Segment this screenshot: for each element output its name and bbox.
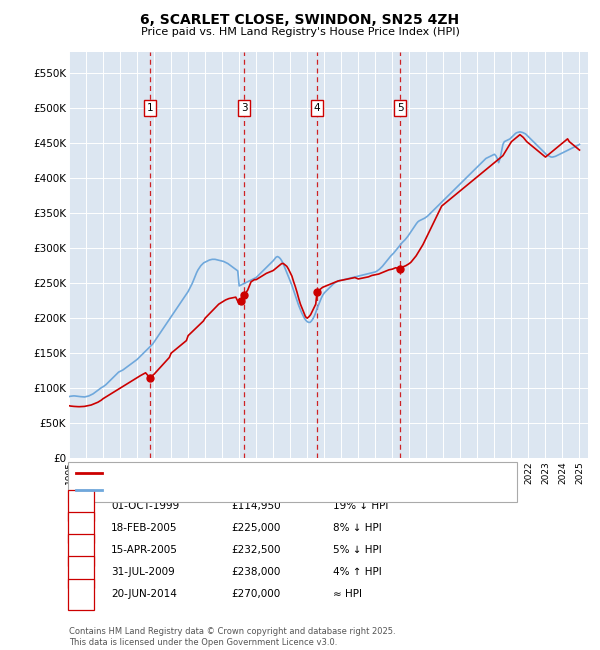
Text: 4: 4 xyxy=(77,567,85,577)
Text: 4% ↑ HPI: 4% ↑ HPI xyxy=(333,567,382,577)
Text: 5: 5 xyxy=(397,103,403,113)
Text: 1: 1 xyxy=(77,500,85,511)
Text: 3: 3 xyxy=(241,103,247,113)
Text: 1: 1 xyxy=(146,103,153,113)
Text: £225,000: £225,000 xyxy=(231,523,280,533)
Text: 4: 4 xyxy=(314,103,320,113)
Text: 6, SCARLET CLOSE, SWINDON, SN25 4ZH: 6, SCARLET CLOSE, SWINDON, SN25 4ZH xyxy=(140,13,460,27)
Text: 3: 3 xyxy=(77,545,85,555)
Text: Price paid vs. HM Land Registry's House Price Index (HPI): Price paid vs. HM Land Registry's House … xyxy=(140,27,460,37)
Text: HPI: Average price, detached house, Swindon: HPI: Average price, detached house, Swin… xyxy=(107,485,329,495)
Text: Contains HM Land Registry data © Crown copyright and database right 2025.
This d: Contains HM Land Registry data © Crown c… xyxy=(69,627,395,647)
Text: £238,000: £238,000 xyxy=(231,567,280,577)
Text: 15-APR-2005: 15-APR-2005 xyxy=(111,545,178,555)
Text: 8% ↓ HPI: 8% ↓ HPI xyxy=(333,523,382,533)
Text: 19% ↓ HPI: 19% ↓ HPI xyxy=(333,500,388,511)
Text: £114,950: £114,950 xyxy=(231,500,281,511)
Text: 6, SCARLET CLOSE, SWINDON, SN25 4ZH (detached house): 6, SCARLET CLOSE, SWINDON, SN25 4ZH (det… xyxy=(107,469,397,478)
Text: 2: 2 xyxy=(77,523,85,533)
Text: 01-OCT-1999: 01-OCT-1999 xyxy=(111,500,179,511)
Text: ≈ HPI: ≈ HPI xyxy=(333,589,362,599)
Text: £232,500: £232,500 xyxy=(231,545,281,555)
Text: 18-FEB-2005: 18-FEB-2005 xyxy=(111,523,178,533)
Text: £270,000: £270,000 xyxy=(231,589,280,599)
Text: 20-JUN-2014: 20-JUN-2014 xyxy=(111,589,177,599)
Text: 5% ↓ HPI: 5% ↓ HPI xyxy=(333,545,382,555)
Text: 5: 5 xyxy=(77,589,85,599)
Text: 31-JUL-2009: 31-JUL-2009 xyxy=(111,567,175,577)
